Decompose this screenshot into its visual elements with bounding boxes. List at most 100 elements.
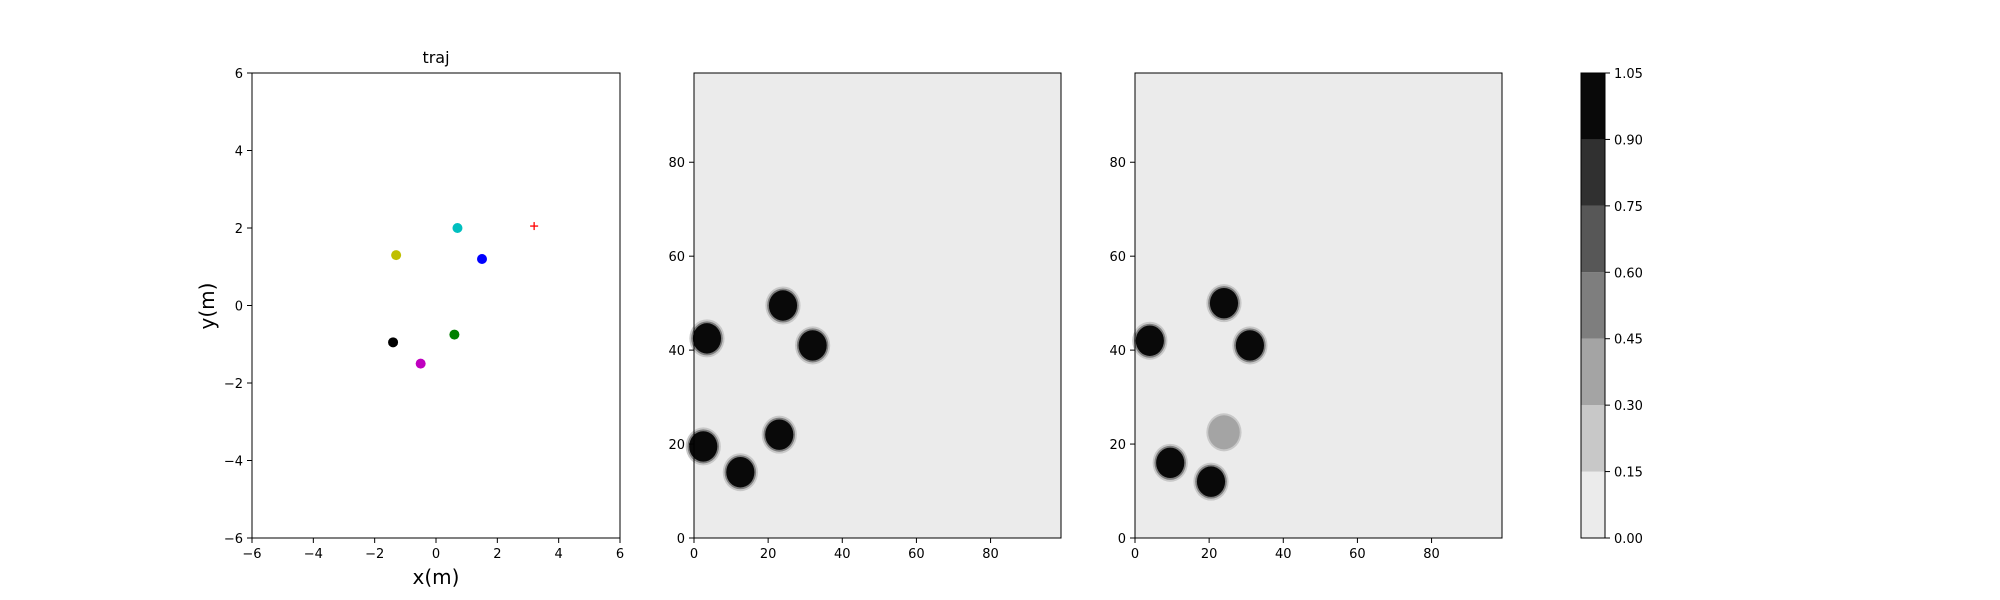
x-tick-label: 20 [1201,547,1218,562]
heat-contour [765,419,794,450]
heat-blob [1152,443,1188,482]
colorbar-frame [1580,72,1606,539]
colorbar-band [1581,405,1605,472]
x-tick-label: 40 [834,547,851,562]
heat-contour [1156,447,1185,479]
plot-frame [251,72,621,539]
agent-point [388,337,399,348]
y-tick-label: 2 [235,222,243,237]
heat-blob [689,319,725,358]
heatmap-background [1135,73,1502,538]
colorbar-tick-label: 0.60 [1614,266,1643,281]
heat-blob [765,286,801,325]
heatmap-panel-2: 0 20 40 60 80 0 20 40 60 80 [1109,72,1503,562]
heat-contour [1235,330,1265,361]
heat-blob [1193,462,1229,501]
agent-point [449,329,460,340]
blob-group [685,286,831,492]
colorbar-tick-label: 0.90 [1614,133,1643,148]
x-tick-label: 60 [908,547,925,562]
heat-blob [1206,413,1242,452]
x-tick-label: 80 [1423,547,1440,562]
heat-contour [692,323,722,354]
x-tick-label: 0 [1131,547,1139,562]
colorbar-tick-label: 0.30 [1614,399,1643,414]
heat-blob [1132,321,1168,360]
colorbar-ticks: 0.00 0.15 0.30 0.45 0.60 0.75 0.90 1.05 [1605,67,1643,547]
y-tick-label: 60 [1109,250,1126,265]
point-group [388,222,539,369]
y-tick-label: 80 [1109,156,1126,171]
x-tick-label: 0 [432,547,440,562]
y-tick-label: 4 [235,145,243,160]
colorbar-tick-label: 0.45 [1614,333,1643,348]
y-tick-label: 0 [235,300,243,315]
y-tick-label: 20 [1109,438,1126,453]
target-marker [530,222,539,231]
y-tick-label: −2 [224,377,243,392]
x-tick-label: 60 [1349,547,1366,562]
y-tick-label: −6 [224,532,243,547]
x-tick-label: −6 [242,547,261,562]
heat-contour [798,330,827,361]
heat-contour [726,457,755,488]
colorbar-band [1581,139,1605,206]
x-tick-label: −4 [304,547,323,562]
x-tick-label: −2 [365,547,384,562]
plot-area [252,73,620,538]
x-tick-label: 20 [760,547,777,562]
colorbar-tick-label: 0.75 [1614,200,1643,215]
heatmap-panel-1: 0 20 40 60 80 0 20 40 60 80 [668,72,1062,562]
tick-group: 0 20 40 60 80 0 20 40 60 80 [1109,156,1439,562]
y-tick-label: 40 [1109,344,1126,359]
x-tick-label: 40 [1275,547,1292,562]
y-tick-label: −4 [224,455,243,470]
x-tick-label: 4 [555,547,563,562]
heat-blob [1232,326,1268,365]
x-tick-label: 0 [690,547,698,562]
heat-contour [1196,466,1226,497]
heat-contour [689,431,718,462]
colorbar-bands [1581,73,1605,538]
x-axis-title: x(m) [413,565,460,589]
plot-frame [693,72,1062,539]
colorbar-band [1581,272,1605,339]
colorbar-tick-label: 0.15 [1614,466,1643,481]
y-tick-label: 80 [668,156,685,171]
colorbar-band [1581,338,1605,406]
trajectory-panel: traj −6 −4 −2 0 2 4 6 −6 −4 −2 0 2 4 6 x(m) y(m) [195,48,624,589]
y-tick-label: 40 [668,344,685,359]
heat-contour [768,290,798,321]
heat-blob [685,427,721,466]
y-axis-title: y(m) [195,283,219,330]
agent-point [452,223,463,233]
colorbar-band [1581,73,1605,140]
heat-contour [1209,417,1239,448]
heat-blob [1206,284,1242,323]
colorbar-band [1581,471,1605,538]
plot-frame [1134,72,1503,539]
agent-point [391,250,402,261]
tick-group: 0 20 40 60 80 0 20 40 60 80 [668,156,998,562]
y-tick-label: 20 [668,438,685,453]
agent-point [415,358,426,369]
colorbar-tick-label: 0.00 [1614,532,1643,547]
blob-group [1132,284,1268,501]
colorbar-band [1581,205,1605,273]
x-tick-label: 2 [493,547,501,562]
y-tick-label: 0 [677,532,685,547]
heat-blob [722,453,758,492]
heat-blob [761,415,797,454]
colorbar-tick-label: 1.05 [1614,67,1643,82]
colorbar: 0.00 0.15 0.30 0.45 0.60 0.75 0.90 1.05 [1580,67,1643,547]
y-tick-label: 6 [235,67,243,82]
heat-contour [1209,287,1239,319]
panel-title: traj [422,48,449,67]
heatmap-background [694,73,1061,538]
tick-group: −6 −4 −2 0 2 4 6 −6 −4 −2 0 2 4 6 [224,67,624,562]
x-tick-label: 6 [616,547,624,562]
y-tick-label: 60 [668,250,685,265]
x-tick-label: 80 [982,547,999,562]
heat-blob [795,326,831,365]
